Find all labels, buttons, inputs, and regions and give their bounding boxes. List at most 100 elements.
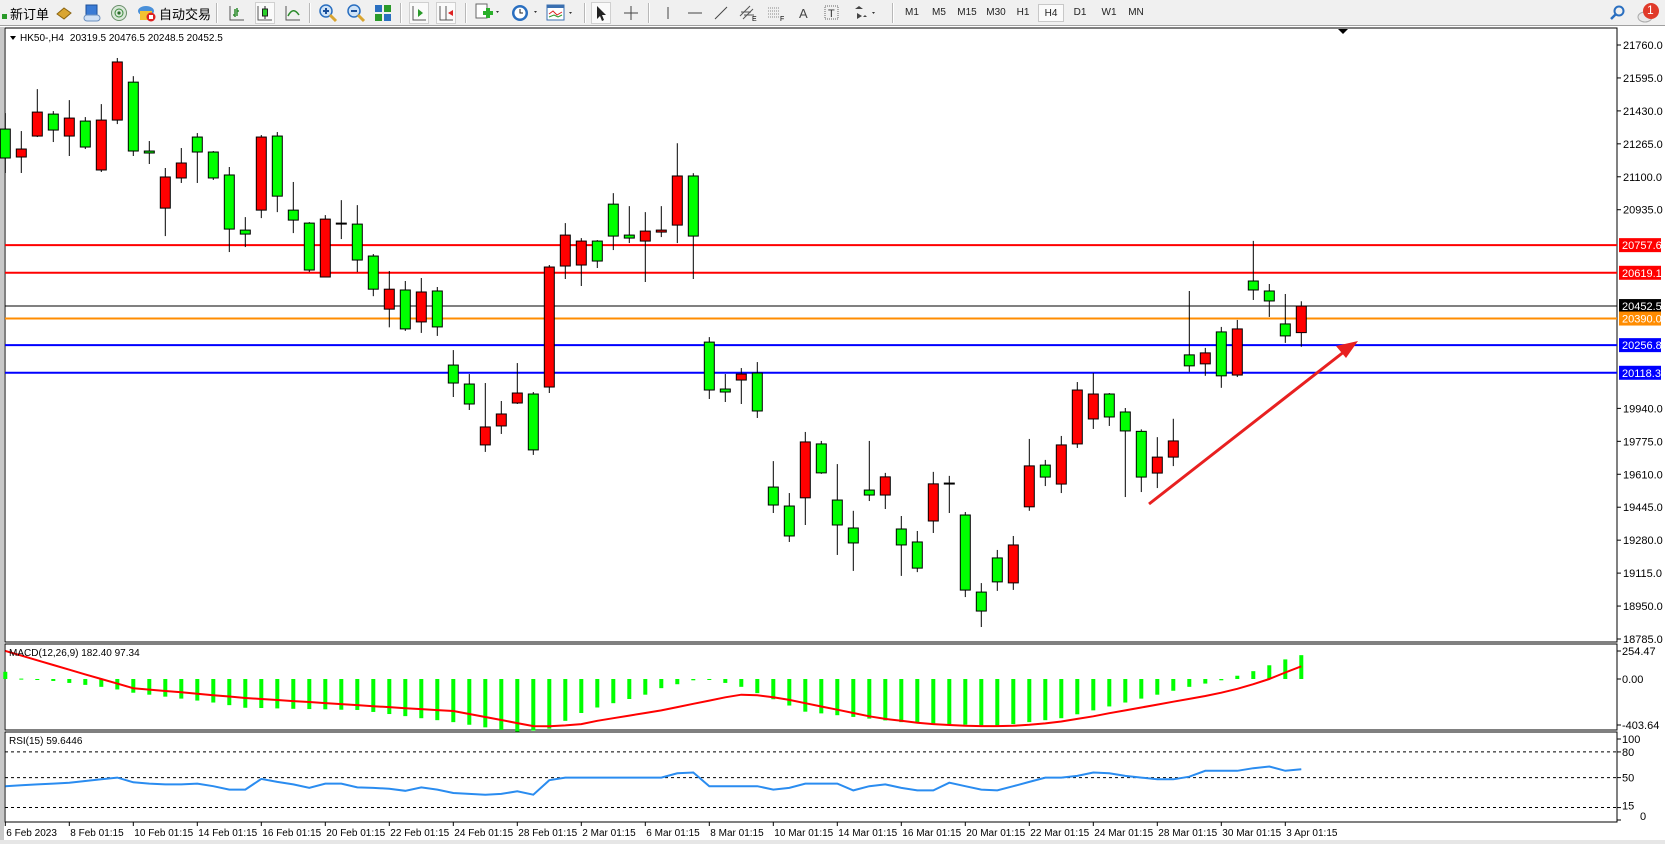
new-order-button[interactable]: 新订单 xyxy=(2,3,49,23)
timeframe-m5[interactable]: M5 xyxy=(932,7,946,18)
macd-bar xyxy=(643,679,648,695)
candle xyxy=(399,281,411,331)
chart-shift-button[interactable] xyxy=(436,2,456,24)
market-watch-button[interactable] xyxy=(55,3,73,23)
text-label-button[interactable]: T xyxy=(824,3,840,23)
ohlc-header: 20319.5 20476.5 20248.5 20452.5 xyxy=(70,33,223,44)
macd-bar xyxy=(179,679,184,699)
price-tick-label: 18950.0 xyxy=(1623,601,1663,613)
search-button[interactable] xyxy=(1608,3,1626,23)
data-window-button[interactable] xyxy=(83,3,101,23)
time-tick-label: 10 Feb 01:15 xyxy=(134,828,193,839)
price-tick-label: 21760.0 xyxy=(1623,40,1663,52)
signals-button[interactable] xyxy=(110,3,128,23)
level-price-label: 20118.3 xyxy=(1622,368,1661,380)
macd-bar xyxy=(1251,671,1256,679)
candle-body xyxy=(719,388,731,393)
candle xyxy=(575,238,587,286)
timeframe-d1[interactable]: D1 xyxy=(1073,7,1087,18)
timeframe-m15[interactable]: M15 xyxy=(957,7,977,18)
macd-tick-label: -403.64 xyxy=(1622,720,1659,732)
crosshair-button[interactable] xyxy=(622,3,640,23)
arrows-icon xyxy=(852,4,882,22)
macd-bar xyxy=(35,679,40,680)
trendline-button[interactable] xyxy=(712,3,730,23)
macd-bar xyxy=(371,679,376,712)
templates-button[interactable] xyxy=(546,3,576,23)
candle xyxy=(383,271,395,328)
text-button[interactable]: A xyxy=(796,3,812,23)
level-price-label: 20757.6 xyxy=(1622,240,1662,252)
macd-panel[interactable]: MACD(12,26,9) 182.40 97.34 254.47 0.00 -40… xyxy=(3,643,1659,732)
candle xyxy=(351,205,363,273)
cursor-button[interactable] xyxy=(591,2,611,24)
timeframe-w1[interactable]: W1 xyxy=(1101,7,1117,18)
candle-body xyxy=(1007,544,1019,584)
auto-scroll-button[interactable] xyxy=(409,2,429,24)
candle-body xyxy=(1215,331,1227,377)
macd-bar xyxy=(1235,675,1240,679)
trend-arrow[interactable] xyxy=(1148,349,1346,506)
candle-body xyxy=(15,148,27,158)
notifications-button[interactable]: 1 xyxy=(1636,2,1659,24)
horizontal-line-icon xyxy=(686,4,704,22)
tile-windows-button[interactable] xyxy=(374,3,392,23)
candle-body xyxy=(383,288,395,310)
time-tick-label: 16 Feb 01:15 xyxy=(262,828,321,839)
macd-bar xyxy=(995,679,1000,727)
rsi-tick-label: 100 xyxy=(1622,734,1640,746)
indicators-button[interactable] xyxy=(474,3,502,23)
candle-body xyxy=(1055,444,1067,485)
chart-shift-marker-icon[interactable] xyxy=(1338,29,1348,34)
candle-body xyxy=(1167,440,1179,458)
macd-bar xyxy=(899,679,904,723)
candle-body xyxy=(815,443,827,474)
macd-bar xyxy=(771,679,776,700)
candlestick-icon xyxy=(256,4,274,22)
dropdown-triangle-icon xyxy=(10,36,16,40)
equidistant-channel-button[interactable]: E xyxy=(738,3,758,23)
timeframe-h1[interactable]: H1 xyxy=(1016,7,1030,18)
auto-trading-button[interactable]: 自动交易 xyxy=(137,3,211,23)
time-tick-label: 20 Feb 01:15 xyxy=(326,828,385,839)
line-chart-icon xyxy=(284,4,302,22)
candle xyxy=(591,240,603,269)
macd-bar xyxy=(1075,679,1080,715)
candle-body xyxy=(975,591,987,612)
candle xyxy=(415,278,427,333)
line-chart-button[interactable] xyxy=(284,3,302,23)
candlestick-button[interactable] xyxy=(255,2,275,24)
price-panel[interactable]: 21760.0 21595.0 21430.0 21265.0 21100.0 20935… xyxy=(0,27,1663,646)
horizontal-line-button[interactable] xyxy=(686,3,704,23)
timeframe-m30[interactable]: M30 xyxy=(986,7,1006,18)
bar-chart-button[interactable] xyxy=(228,3,246,23)
candle-body xyxy=(367,255,379,290)
candle-body xyxy=(847,527,859,544)
candle-body xyxy=(1231,328,1243,376)
timeframe-m1[interactable]: M1 xyxy=(905,7,919,18)
zoom-in-button[interactable] xyxy=(318,3,338,23)
periods-button[interactable] xyxy=(510,3,540,23)
timeframe-h4[interactable]: H4 xyxy=(1038,4,1064,22)
candle xyxy=(143,141,155,164)
candle-body xyxy=(143,150,155,154)
arrows-button[interactable] xyxy=(852,3,882,23)
auto-scroll-icon xyxy=(410,4,428,22)
time-tick-label: 20 Mar 01:15 xyxy=(966,828,1025,839)
chart-header: HK50-,H4 20319.5 20476.5 20248.5 20452.5 xyxy=(20,33,223,44)
candle xyxy=(495,401,507,434)
level-price-label: 20256.8 xyxy=(1622,340,1662,352)
level-price-label: 20452.5 xyxy=(1622,301,1662,313)
zoom-out-button[interactable] xyxy=(346,3,366,23)
macd-bar xyxy=(499,679,504,730)
candle-body xyxy=(735,373,747,381)
fibonacci-button[interactable]: F xyxy=(766,3,786,23)
macd-bar xyxy=(1011,679,1016,725)
vertical-line-button[interactable] xyxy=(660,3,676,23)
timeframe-mn[interactable]: MN xyxy=(1128,7,1144,18)
candle xyxy=(991,549,1003,591)
signals-icon xyxy=(110,4,128,22)
candle xyxy=(191,133,203,183)
